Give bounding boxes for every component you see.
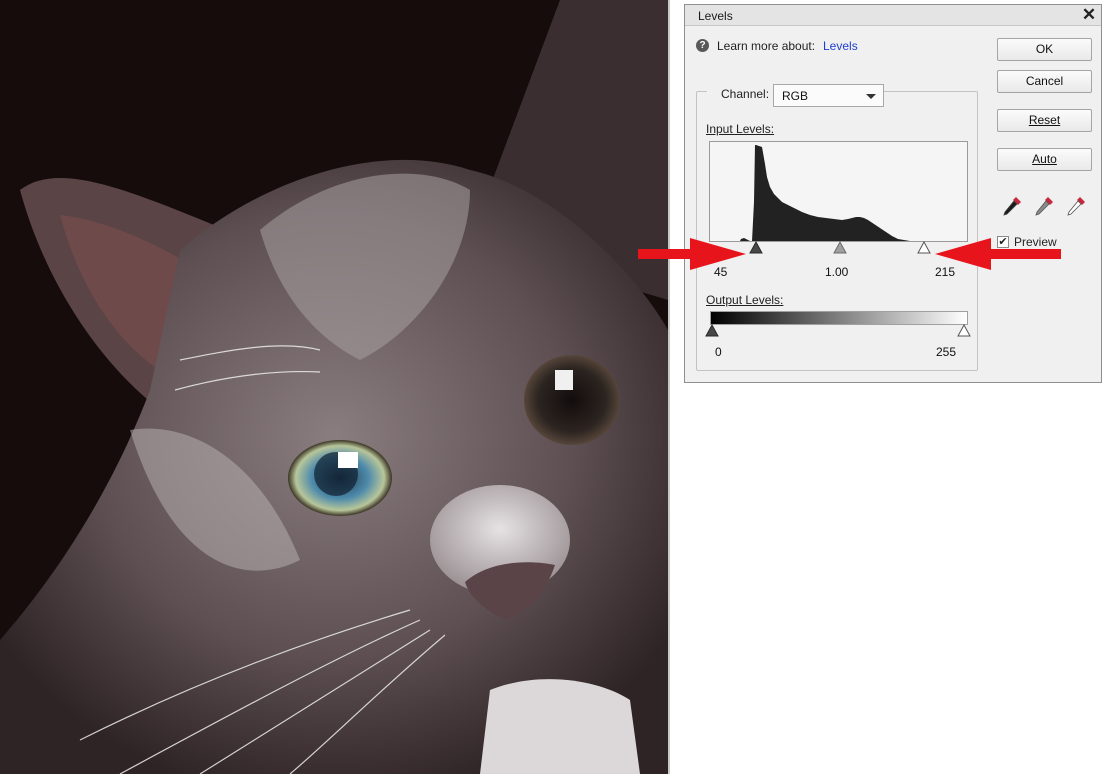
ok-button[interactable]: OK <box>997 38 1092 61</box>
output-black-value[interactable]: 0 <box>715 345 722 359</box>
input-black-slider[interactable] <box>749 241 763 255</box>
input-gamma-value[interactable]: 1.00 <box>825 265 849 279</box>
learn-more-link[interactable]: Levels <box>823 39 858 53</box>
chevron-down-icon <box>866 94 876 99</box>
output-white-slider[interactable] <box>957 324 971 338</box>
white-eyedropper-icon[interactable] <box>1065 195 1087 217</box>
kitten-photo <box>0 0 668 774</box>
histogram <box>709 141 968 242</box>
dialog-title: Levels <box>698 9 733 23</box>
learn-more-text: Learn more about: <box>717 39 816 53</box>
output-black-slider[interactable] <box>705 324 719 338</box>
channel-label: Channel: <box>707 87 784 101</box>
close-icon[interactable]: ✕ <box>1081 5 1097 24</box>
output-levels-label: Output Levels: <box>706 293 783 307</box>
annotation-arrow-left <box>935 238 1061 270</box>
preview-checkbox[interactable]: ✔ <box>997 236 1009 248</box>
reset-button-label: Reset <box>1028 113 1061 127</box>
output-levels-label-text: Output Levels: <box>706 293 784 307</box>
auto-button-label: Auto <box>1032 152 1057 166</box>
input-black-value[interactable]: 45 <box>714 265 728 279</box>
input-white-slider[interactable] <box>917 241 931 255</box>
input-levels-label-text: Input Levels: <box>706 122 775 136</box>
preview-label[interactable]: Preview <box>1014 235 1057 249</box>
annotation-arrow-right <box>638 238 746 270</box>
cancel-button[interactable]: Cancel <box>997 70 1092 93</box>
levels-dialog: Levels ✕ ? Learn more about: Levels Chan… <box>684 4 1102 383</box>
dialog-titlebar[interactable]: Levels ✕ <box>685 5 1101 26</box>
output-white-value[interactable]: 255 <box>936 345 957 359</box>
help-icon[interactable]: ? <box>696 39 709 52</box>
black-eyedropper-icon[interactable] <box>1001 195 1023 217</box>
channel-value: RGB <box>782 89 809 103</box>
reset-button[interactable]: Reset <box>997 109 1092 132</box>
histogram-plot <box>738 145 916 241</box>
input-levels-label: Input Levels: <box>706 122 774 136</box>
channel-select[interactable]: RGB <box>773 84 884 107</box>
output-gradient-bar <box>710 311 968 325</box>
canvas-divider <box>668 0 670 774</box>
input-gamma-slider[interactable] <box>833 241 847 255</box>
auto-button[interactable]: Auto <box>997 148 1092 171</box>
kitten-photo-art <box>0 0 668 774</box>
gray-eyedropper-icon[interactable] <box>1033 195 1055 217</box>
input-white-value[interactable]: 215 <box>935 265 956 279</box>
